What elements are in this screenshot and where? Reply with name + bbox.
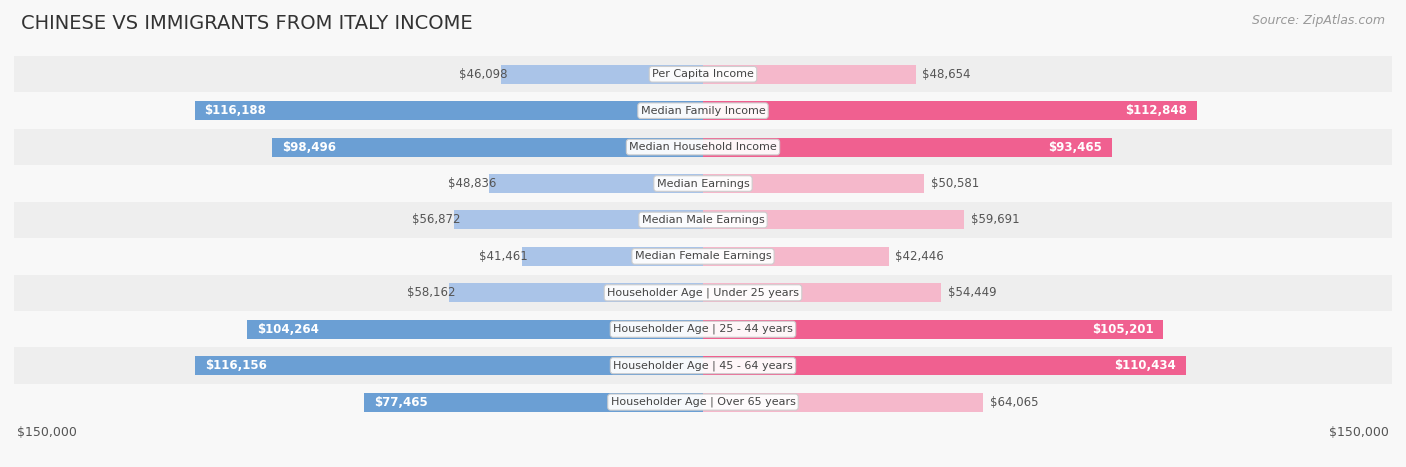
Text: $46,098: $46,098	[460, 68, 508, 81]
Text: Median Family Income: Median Family Income	[641, 106, 765, 116]
Text: $116,188: $116,188	[205, 104, 267, 117]
Bar	[703, 174, 924, 193]
Text: $56,872: $56,872	[412, 213, 461, 226]
Text: Per Capita Income: Per Capita Income	[652, 69, 754, 79]
Text: Householder Age | Over 65 years: Householder Age | Over 65 years	[610, 397, 796, 407]
Bar	[703, 247, 889, 266]
Bar	[14, 311, 1392, 347]
Text: Median Female Earnings: Median Female Earnings	[634, 251, 772, 262]
Text: Householder Age | Under 25 years: Householder Age | Under 25 years	[607, 288, 799, 298]
Text: $50,581: $50,581	[931, 177, 979, 190]
Bar	[14, 384, 1392, 420]
Bar	[703, 283, 941, 302]
Bar	[247, 320, 703, 339]
Text: Householder Age | 25 - 44 years: Householder Age | 25 - 44 years	[613, 324, 793, 334]
Text: Householder Age | 45 - 64 years: Householder Age | 45 - 64 years	[613, 361, 793, 371]
Text: Source: ZipAtlas.com: Source: ZipAtlas.com	[1251, 14, 1385, 27]
Bar	[14, 202, 1392, 238]
Text: $104,264: $104,264	[257, 323, 319, 336]
Bar	[703, 65, 915, 84]
Bar	[195, 356, 703, 375]
Text: $77,465: $77,465	[374, 396, 427, 409]
Text: $41,461: $41,461	[479, 250, 529, 263]
Bar	[703, 356, 1187, 375]
Bar	[14, 275, 1392, 311]
Bar	[14, 92, 1392, 129]
Text: $58,162: $58,162	[406, 286, 456, 299]
Bar	[449, 283, 703, 302]
Text: Median Household Income: Median Household Income	[628, 142, 778, 152]
Bar	[14, 129, 1392, 165]
Bar	[502, 65, 703, 84]
Text: $116,156: $116,156	[205, 359, 267, 372]
Text: $48,654: $48,654	[922, 68, 972, 81]
Text: Median Earnings: Median Earnings	[657, 178, 749, 189]
Bar	[14, 238, 1392, 275]
Bar	[14, 347, 1392, 384]
Text: $59,691: $59,691	[970, 213, 1019, 226]
Bar	[454, 211, 703, 229]
Text: $112,848: $112,848	[1125, 104, 1187, 117]
Text: $42,446: $42,446	[896, 250, 943, 263]
Bar	[273, 138, 703, 156]
Text: $64,065: $64,065	[990, 396, 1038, 409]
Bar	[703, 393, 983, 411]
Text: $48,836: $48,836	[447, 177, 496, 190]
Text: $54,449: $54,449	[948, 286, 997, 299]
Text: CHINESE VS IMMIGRANTS FROM ITALY INCOME: CHINESE VS IMMIGRANTS FROM ITALY INCOME	[21, 14, 472, 33]
Bar	[14, 165, 1392, 202]
Bar	[489, 174, 703, 193]
Bar	[14, 56, 1392, 92]
Text: $98,496: $98,496	[283, 141, 336, 154]
Bar	[364, 393, 703, 411]
Bar	[703, 211, 965, 229]
Bar	[703, 138, 1112, 156]
Text: $110,434: $110,434	[1115, 359, 1177, 372]
Text: Median Male Earnings: Median Male Earnings	[641, 215, 765, 225]
Text: $93,465: $93,465	[1047, 141, 1102, 154]
Bar	[195, 101, 703, 120]
Text: $105,201: $105,201	[1091, 323, 1153, 336]
Bar	[703, 101, 1197, 120]
Bar	[703, 320, 1163, 339]
Bar	[522, 247, 703, 266]
